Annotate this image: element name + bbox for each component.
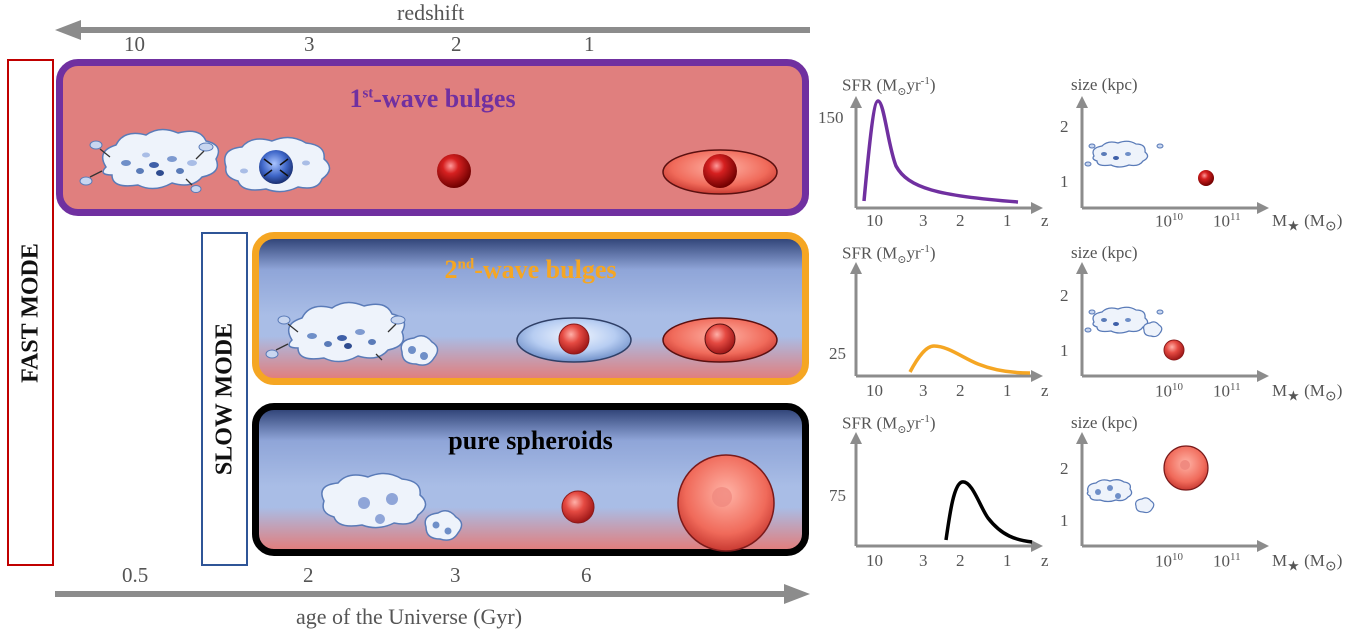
sfr-y-tick: 150 [818,108,844,127]
sfr-plot-second-wave [850,262,1043,382]
age-tick: 0.5 [122,563,149,587]
sfr-x-tick: 3 [919,551,928,570]
age-axis-arrow [55,584,810,604]
second-wave-title: 2nd-wave bulges [444,255,617,284]
size-y-tick: 2 [1060,117,1069,136]
redshift-tick: 2 [451,32,462,56]
compact-core-icon [224,136,331,193]
sfr-x-label: z [1041,551,1049,570]
age-axis-label: age of the Universe (Gyr) [296,604,523,629]
first-wave-panel: 1st-wave bulges [56,59,809,216]
sfr-x-tick: 3 [919,381,928,400]
fast-mode-box: FAST MODE [7,59,54,566]
sfr-curve-pure-spheroids [944,480,1033,544]
first-wave-illustrations [79,128,778,195]
size-axis-label: size (kpc) [1071,243,1138,262]
sfr-x-tick: 1 [1003,381,1012,400]
size-x-tick: 1011 [1213,381,1241,401]
sfr-x-tick: 10 [866,211,883,230]
clumpy-disk-icon [79,128,220,193]
sfr-x-tick: 1 [1003,211,1012,230]
size-x-tick: 1011 [1213,551,1241,571]
clumpy-disk-icon [1084,140,1164,168]
age-tick: 3 [450,563,461,587]
size-x-tick: 1010 [1155,381,1183,401]
size-plot-first-wave [1076,96,1269,214]
sfr-x-tick: 2 [956,381,965,400]
sfr-plot-pure-spheroids [850,432,1043,552]
age-tick: 6 [581,563,592,587]
size-axis-label: size (kpc) [1071,413,1138,432]
redshift-axis-label: redshift [397,0,465,25]
compact-spheroid-icon [561,490,595,524]
fast-mode-label: FAST MODE [17,242,43,383]
sfr-axis-label: SFR (M⊙yr-1) [842,413,936,437]
large-spheroid-icon [1163,445,1209,491]
size-plot-second-wave [1076,262,1269,382]
large-spheroid-icon [677,454,775,552]
sfr-x-label: z [1041,381,1049,400]
size-x-label: M★ (M⊙) [1272,381,1343,405]
clumpy-disk-icon [1086,479,1133,503]
size-x-tick: 1011 [1213,211,1241,231]
sfr-x-tick: 1 [1003,551,1012,570]
sfr-x-tick: 10 [866,551,883,570]
size-x-label: M★ (M⊙) [1272,551,1343,575]
bulge-with-disk-icon [662,149,778,195]
sfr-axis-label: SFR (M⊙yr-1) [842,243,936,267]
pure-spheroids-illustrations [321,454,775,552]
small-clump-icon [400,335,439,366]
sfr-x-label: z [1041,211,1049,230]
sfr-x-tick: 2 [956,551,965,570]
small-clump-icon [424,510,463,541]
size-y-tick: 2 [1060,286,1069,305]
redshift-tick: 3 [304,32,315,56]
sfr-y-tick: 75 [829,486,846,505]
sfr-curve-second-wave [908,344,1031,375]
bulge-with-disk-icon [662,317,778,363]
second-wave-illustrations [265,301,778,366]
redshift-tick: 1 [584,32,595,56]
small-clump-icon [1143,321,1163,338]
small-clump-icon [1135,497,1155,514]
clumpy-disk-icon [265,301,406,363]
sfr-x-tick: 3 [919,211,928,230]
slow-mode-label: SLOW MODE [211,322,237,476]
compact-bulge-icon [437,154,471,188]
age-tick: 2 [303,563,314,587]
slow-mode-box: SLOW MODE [201,232,248,566]
size-y-tick: 1 [1060,341,1069,360]
clumpy-disk-icon [1084,306,1164,334]
size-axis-label: size (kpc) [1071,75,1138,94]
first-wave-title: 1st-wave bulges [349,84,516,113]
size-x-tick: 1010 [1155,551,1183,571]
size-x-label: M★ (M⊙) [1272,211,1343,235]
sfr-plot-first-wave [850,96,1043,214]
size-y-tick: 2 [1060,459,1069,478]
pure-spheroids-title: pure spheroids [448,426,613,455]
redshift-axis-arrow [55,20,810,40]
compact-bulge-icon [1198,170,1214,186]
sfr-axis-label: SFR (M⊙yr-1) [842,75,936,99]
sfr-y-tick: 25 [829,344,846,363]
sfr-curve-first-wave [862,99,1019,204]
redshift-tick: 10 [124,32,145,56]
size-y-tick: 1 [1060,172,1069,191]
size-plot-pure-spheroids [1076,432,1269,552]
size-x-tick: 1010 [1155,211,1183,231]
sfr-x-tick: 2 [956,211,965,230]
compact-bulge-icon [1163,339,1185,361]
clumpy-disk-icon [321,472,427,529]
sfr-x-tick: 10 [866,381,883,400]
size-y-tick: 1 [1060,511,1069,530]
bulge-with-blue-disk-icon [516,317,632,363]
